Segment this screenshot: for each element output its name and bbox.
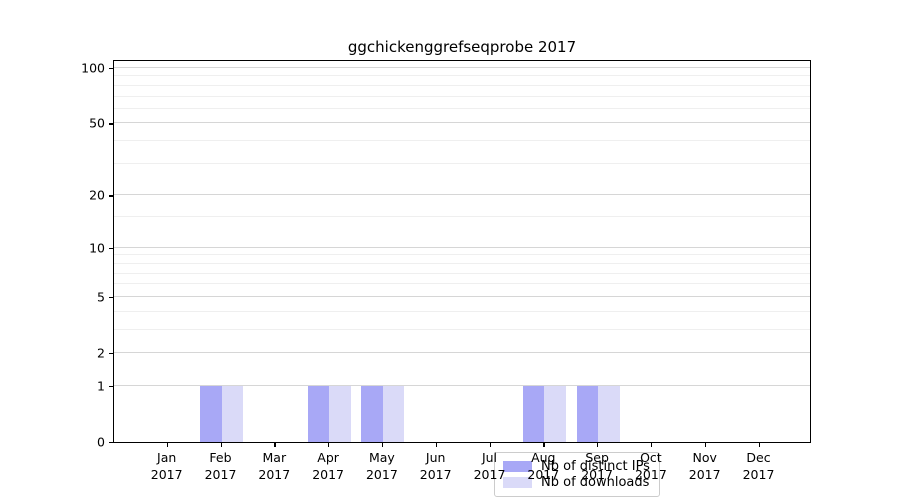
gridline-minor xyxy=(114,283,810,285)
gridline-major xyxy=(114,246,810,248)
x-tick-mark xyxy=(328,443,330,447)
bar-downloads xyxy=(598,385,620,442)
gridline-minor xyxy=(114,310,810,312)
plot-area: Nb of distinct IPs Nb of downloads xyxy=(113,60,811,497)
gridline-minor xyxy=(114,84,810,86)
gridline-major xyxy=(114,351,810,353)
bar-distinct-ips xyxy=(576,385,599,442)
y-tick-mark xyxy=(109,247,113,249)
x-tick-mark xyxy=(381,443,384,447)
y-tick-label: 5 xyxy=(97,289,105,305)
gridline-minor xyxy=(114,216,810,218)
x-tick-label: Dec 2017 xyxy=(742,450,775,482)
gridline-major xyxy=(114,67,810,68)
y-tick-mark xyxy=(109,123,113,125)
legend-item-downloads: Nb of downloads xyxy=(503,475,651,490)
legend-item-distinct-ips: Nb of distinct IPs xyxy=(503,459,651,474)
x-tick-mark xyxy=(758,443,760,447)
y-tick-label: 20 xyxy=(89,187,105,203)
gridline-major xyxy=(114,295,810,297)
y-tick-mark xyxy=(109,352,113,355)
gridline-major xyxy=(114,194,810,196)
x-tick-label: Sep 2017 xyxy=(581,450,613,482)
bar-downloads xyxy=(221,385,243,442)
x-tick-mark xyxy=(489,443,491,447)
legend-swatch-distinct-ips-icon xyxy=(503,461,532,472)
x-tick-label: Jul 2017 xyxy=(473,450,506,482)
gridline-minor xyxy=(114,254,810,256)
y-tick-label: 100 xyxy=(81,60,105,76)
gridline-minor xyxy=(114,272,810,274)
x-tick-label: Nov 2017 xyxy=(688,450,721,482)
gridline-minor xyxy=(114,95,810,97)
x-tick-mark xyxy=(650,443,653,447)
x-tick-label: Aug 2017 xyxy=(527,450,560,482)
bar-downloads xyxy=(544,385,566,442)
gridline-minor xyxy=(114,107,810,109)
x-tick-label: Mar 2017 xyxy=(258,450,291,482)
legend-label-downloads: Nb of downloads xyxy=(541,475,650,490)
legend-swatch-downloads-icon xyxy=(503,477,532,488)
bar-distinct-ips xyxy=(307,385,330,442)
y-tick-label: 2 xyxy=(97,345,105,361)
x-tick-label: May 2017 xyxy=(365,450,398,482)
bar-downloads xyxy=(382,385,405,442)
bar-downloads xyxy=(329,385,351,442)
x-tick-label: Feb 2017 xyxy=(204,450,237,482)
x-tick-label: Apr 2017 xyxy=(312,450,344,482)
y-tick-mark xyxy=(109,385,113,388)
gridline-minor xyxy=(114,328,810,330)
x-tick-label: Jan 2017 xyxy=(150,450,183,482)
x-tick-mark xyxy=(704,443,706,447)
x-tick-mark xyxy=(166,443,168,447)
y-tick-label: 1 xyxy=(97,378,105,394)
gridline-minor xyxy=(114,140,810,142)
legend-label-distinct-ips: Nb of distinct IPs xyxy=(541,459,650,474)
y-tick-mark xyxy=(109,296,113,299)
y-tick-mark xyxy=(109,195,113,197)
x-tick-mark xyxy=(597,443,599,447)
bar-distinct-ips xyxy=(361,385,383,442)
y-tick-label: 0 xyxy=(97,434,105,450)
gridline-minor xyxy=(114,162,810,164)
y-tick-mark xyxy=(109,68,113,70)
gridline-minor xyxy=(114,262,810,264)
bar-distinct-ips xyxy=(522,385,545,442)
gridline-minor xyxy=(114,75,810,77)
x-tick-mark xyxy=(543,443,545,447)
x-tick-mark xyxy=(435,443,437,447)
x-tick-mark xyxy=(220,443,222,447)
bar-distinct-ips xyxy=(200,385,222,442)
gridline-major xyxy=(114,384,810,386)
chart-title: ggchickenggrefseqprobe 2017 xyxy=(347,38,577,56)
y-tick-label: 10 xyxy=(89,240,105,256)
y-tick-mark xyxy=(109,442,113,444)
x-tick-mark xyxy=(274,443,276,447)
gridline-major xyxy=(114,122,810,124)
y-tick-label: 50 xyxy=(89,115,105,131)
x-tick-label: Jun 2017 xyxy=(419,450,452,482)
x-tick-label: Oct 2017 xyxy=(634,450,667,482)
legend: Nb of distinct IPs Nb of downloads xyxy=(494,452,660,497)
